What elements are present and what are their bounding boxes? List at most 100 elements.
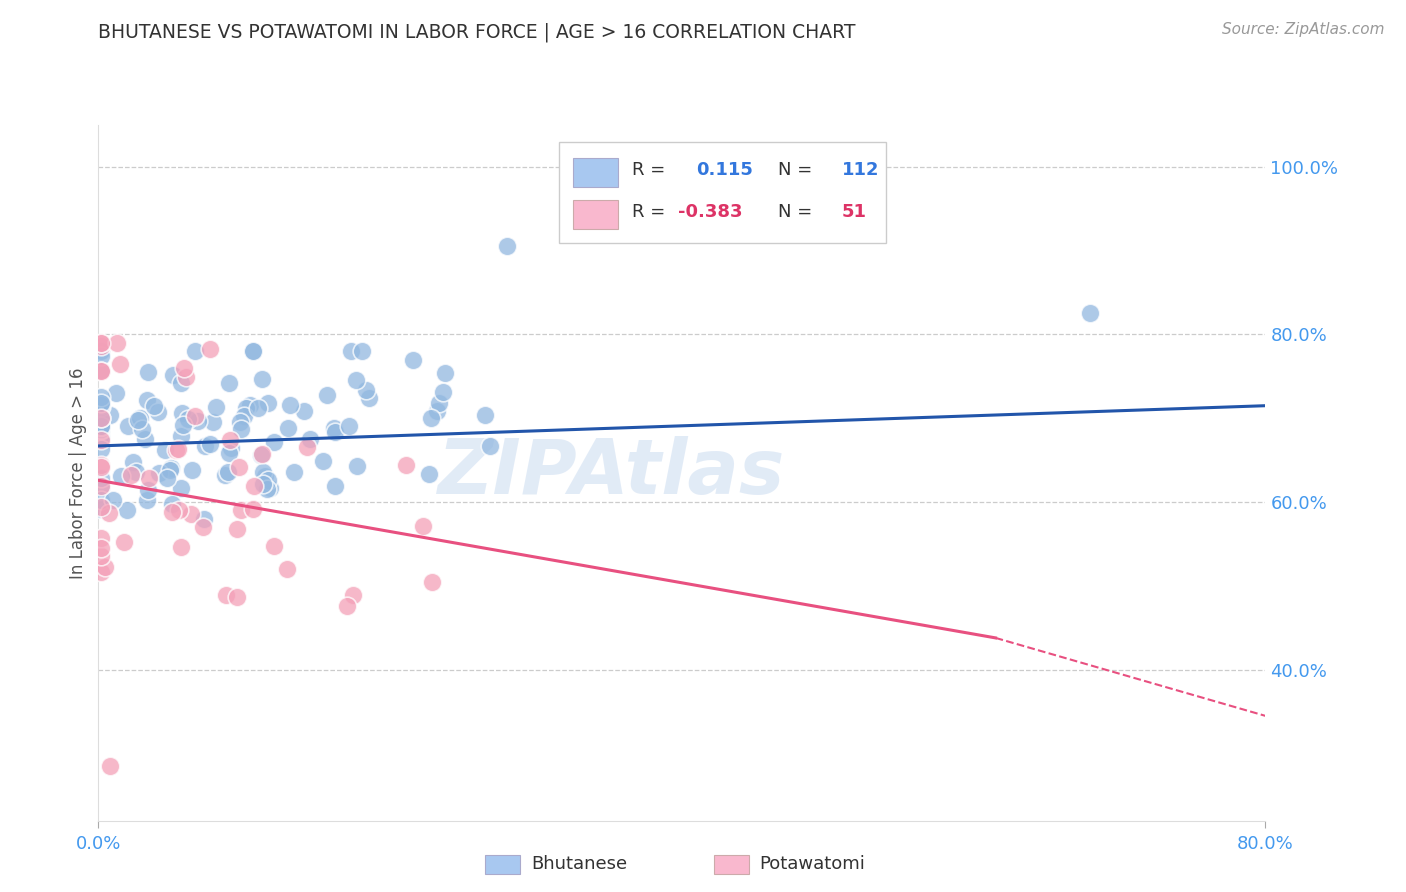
Point	[90, 479, 112, 493]
Point	[183, 409, 205, 423]
Point	[218, 376, 240, 391]
Point	[156, 471, 179, 485]
Point	[250, 448, 273, 462]
Point	[412, 519, 434, 533]
Point	[153, 442, 176, 457]
Point	[136, 483, 159, 498]
Point	[344, 373, 367, 387]
Point	[242, 344, 264, 359]
Point	[342, 589, 364, 603]
Point	[359, 391, 381, 405]
Point	[94, 559, 117, 574]
Point	[219, 433, 242, 447]
Point	[479, 439, 502, 453]
Point	[292, 404, 315, 418]
Point	[323, 478, 346, 492]
Point	[90, 394, 112, 409]
Text: Potawatomi: Potawatomi	[759, 855, 865, 873]
Point	[90, 396, 112, 410]
Point	[316, 388, 339, 402]
Point	[225, 523, 247, 537]
Point	[259, 481, 281, 495]
Point	[193, 512, 215, 526]
Text: 0.115: 0.115	[696, 161, 752, 179]
Y-axis label: In Labor Force | Age > 16: In Labor Force | Age > 16	[69, 367, 87, 579]
Point	[90, 427, 112, 442]
Point	[297, 440, 319, 454]
Point	[434, 366, 457, 380]
Point	[205, 400, 228, 414]
Text: N =: N =	[778, 161, 811, 179]
Point	[170, 481, 193, 495]
Point	[252, 371, 274, 385]
Text: BHUTANESE VS POTAWATOMI IN LABOR FORCE | AGE > 16 CORRELATION CHART: BHUTANESE VS POTAWATOMI IN LABOR FORCE |…	[98, 22, 856, 42]
Point	[337, 418, 360, 433]
Point	[278, 398, 301, 412]
Text: ZIPAtlas: ZIPAtlas	[439, 436, 786, 509]
Point	[90, 396, 112, 410]
Point	[90, 459, 112, 474]
Point	[232, 409, 254, 424]
Point	[170, 376, 193, 390]
Point	[323, 425, 346, 440]
Point	[420, 574, 443, 589]
Point	[105, 336, 128, 351]
Point	[217, 465, 239, 479]
Point	[202, 415, 225, 429]
Point	[228, 459, 250, 474]
Point	[191, 520, 214, 534]
Point	[90, 549, 112, 564]
Text: 51: 51	[842, 202, 866, 221]
Point	[90, 434, 112, 448]
Point	[169, 540, 191, 554]
Point	[283, 465, 305, 479]
Point	[214, 468, 236, 483]
Point	[167, 442, 190, 456]
Point	[136, 493, 159, 508]
Point	[90, 339, 112, 353]
Point	[90, 423, 112, 437]
Point	[346, 458, 368, 473]
Point	[243, 479, 266, 493]
Point	[110, 469, 132, 483]
Point	[105, 385, 128, 400]
Point	[127, 413, 149, 427]
Point	[90, 541, 112, 555]
Point	[90, 411, 112, 425]
Point	[229, 422, 252, 436]
Point	[229, 502, 252, 516]
Point	[162, 368, 184, 382]
Point	[125, 465, 148, 479]
Point	[90, 335, 112, 350]
Point	[350, 344, 373, 359]
Text: Source: ZipAtlas.com: Source: ZipAtlas.com	[1222, 22, 1385, 37]
Point	[90, 335, 112, 350]
Point	[146, 405, 169, 419]
Point	[131, 422, 153, 436]
Point	[98, 759, 121, 773]
Point	[90, 395, 112, 409]
Point	[229, 415, 252, 429]
Point	[138, 471, 160, 485]
Text: Bhutanese: Bhutanese	[531, 855, 627, 873]
Point	[90, 410, 112, 425]
Point	[172, 406, 194, 420]
Point	[112, 535, 135, 549]
Point	[250, 447, 273, 461]
Point	[298, 432, 321, 446]
Point	[90, 390, 112, 404]
FancyBboxPatch shape	[574, 159, 617, 187]
Point	[122, 455, 145, 469]
Point	[160, 505, 183, 519]
Text: N =: N =	[778, 202, 811, 221]
Point	[90, 481, 112, 495]
Point	[198, 343, 221, 357]
Point	[90, 418, 112, 433]
Point	[174, 370, 197, 384]
Point	[98, 506, 121, 520]
Point	[90, 364, 112, 378]
Point	[90, 398, 112, 412]
Point	[101, 493, 124, 508]
Point	[90, 422, 112, 436]
Point	[419, 410, 441, 425]
